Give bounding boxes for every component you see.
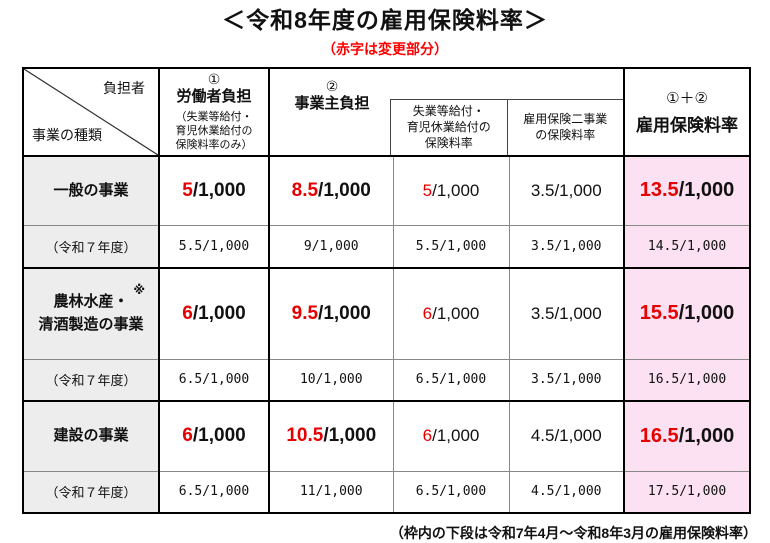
previous-year-label: （令和７年度） — [22, 470, 160, 514]
previous-year-row-construction: （令和７年度） 6.5/1,000 11/1,000 6.5/1,000 4.5… — [22, 470, 751, 514]
rate-cell: 8.5/1,000 — [268, 155, 394, 227]
business-type-label: 一般の事業 — [22, 155, 160, 227]
previous-rate-cell: 3.5/1,000 — [508, 358, 626, 402]
previous-total-rate-cell: 17.5/1,000 — [623, 470, 751, 514]
subheader-unemployment-childcare: 失業等給付・ 育児休業給付の 保険料率 — [406, 103, 491, 151]
business-type-label: 農林水産・ 清酒製造の事業 ※ — [22, 267, 160, 360]
previous-rate-cell: 6.5/1,000 — [158, 470, 270, 514]
worker-burden-header: ① 労働者負担 （失業等給付・ 育児休業給付の 保険料率のみ） — [158, 67, 270, 157]
previous-total-rate-cell: 14.5/1,000 — [623, 225, 751, 269]
total-formula: ①＋② — [666, 90, 708, 108]
subheader-two-services: 雇用保険二事業 の保険料率 — [506, 99, 624, 155]
previous-rate-cell: 5.5/1,000 — [158, 225, 270, 269]
footnote: （枠内の下段は令和7年4月～令和8年3月の雇用保険料率） — [389, 525, 757, 542]
previous-year-label: （令和７年度） — [22, 358, 160, 402]
previous-rate-cell: 6.5/1,000 — [392, 470, 510, 514]
rate-cell: 4.5/1,000 — [508, 400, 626, 472]
corner-label-payer: 負担者 — [103, 79, 145, 96]
previous-rate-cell: 11/1,000 — [268, 470, 394, 514]
business-type-text: 一般の事業 — [53, 181, 129, 199]
rate-cell: 3.5/1,000 — [508, 267, 626, 360]
business-type-text: 農林水産・ 清酒製造の事業 — [38, 293, 144, 333]
total-header-title: 雇用保険料率 — [636, 116, 739, 136]
business-row-general: 一般の事業 5/1,000 8.5/1,000 5/1,000 3.5/1,00… — [22, 155, 751, 227]
rate-cell: 6/1,000 — [158, 400, 270, 472]
previous-rate-cell: 9/1,000 — [268, 225, 394, 269]
diagonal-divider — [24, 69, 158, 155]
business-row-agriculture-sake: 農林水産・ 清酒製造の事業 ※ 6/1,000 9.5/1,000 6/1,00… — [22, 267, 751, 360]
previous-rate-cell: 6.5/1,000 — [158, 358, 270, 402]
page: ＜令和8年度の雇用保険料率＞ （赤字は変更部分） 負担者 事業の種類 ① 労働者… — [22, 7, 757, 541]
rate-cell: 6/1,000 — [392, 400, 510, 472]
previous-rate-cell: 4.5/1,000 — [508, 470, 626, 514]
rate-cell: 6/1,000 — [158, 267, 270, 360]
employer-subheader-box: 失業等給付・ 育児休業給付の 保険料率 雇用保険二事業 の保険料率 — [390, 98, 624, 155]
change-note: （赤字は変更部分） — [322, 40, 448, 57]
rate-cell: 9.5/1,000 — [268, 267, 394, 360]
previous-year-label: （令和７年度） — [22, 225, 160, 269]
rate-cell: 10.5/1,000 — [268, 400, 394, 472]
header-row: 負担者 事業の種類 ① 労働者負担 （失業等給付・ 育児休業給付の 保険料率のみ… — [22, 67, 751, 157]
business-type-label: 建設の事業 — [22, 400, 160, 472]
previous-rate-cell: 10/1,000 — [268, 358, 394, 402]
rate-cell: 6/1,000 — [392, 267, 510, 360]
total-rate-header: ①＋② 雇用保険料率 — [623, 67, 751, 157]
previous-year-row-agriculture-sake: （令和７年度） 6.5/1,000 10/1,000 6.5/1,000 3.5… — [22, 358, 751, 402]
employment-insurance-rate-table: 負担者 事業の種類 ① 労働者負担 （失業等給付・ 育児休業給付の 保険料率のみ… — [22, 66, 752, 515]
previous-rate-cell: 6.5/1,000 — [392, 358, 510, 402]
rate-cell: 3.5/1,000 — [508, 155, 626, 227]
corner-label-business-type: 事業の種類 — [32, 126, 102, 143]
rate-cell: 5/1,000 — [392, 155, 510, 227]
employer-burden-header: ② 事業主負担 失業等給付・ 育児休業給付の 保険料率 雇用保険二事業 の保険料… — [268, 67, 626, 157]
employer-header-title: 事業主負担 — [294, 95, 370, 113]
employer-header-title-block: ② 事業主負担 — [270, 78, 394, 114]
reference-mark: ※ — [133, 282, 145, 297]
previous-year-row-general: （令和７年度） 5.5/1,000 9/1,000 5.5/1,000 3.5/… — [22, 225, 751, 269]
worker-header-note: （失業等給付・ 育児休業給付の 保険料率のみ） — [175, 110, 253, 152]
page-title: ＜令和8年度の雇用保険料率＞ — [222, 7, 548, 33]
worker-circle-number: ① — [207, 70, 221, 87]
business-type-text: 建設の事業 — [53, 427, 129, 445]
previous-rate-cell: 3.5/1,000 — [508, 225, 626, 269]
rate-cell: 5/1,000 — [158, 155, 270, 227]
total-rate-cell: 13.5/1,000 — [623, 155, 751, 227]
corner-cell: 負担者 事業の種類 — [22, 67, 160, 157]
total-rate-cell: 16.5/1,000 — [623, 400, 751, 472]
employer-circle-number: ② — [325, 77, 339, 94]
worker-header-title: 労働者負担 — [176, 88, 252, 106]
business-row-construction: 建設の事業 6/1,000 10.5/1,000 6/1,000 4.5/1,0… — [22, 400, 751, 472]
previous-rate-cell: 5.5/1,000 — [392, 225, 510, 269]
previous-total-rate-cell: 16.5/1,000 — [623, 358, 751, 402]
total-rate-cell: 15.5/1,000 — [623, 267, 751, 360]
